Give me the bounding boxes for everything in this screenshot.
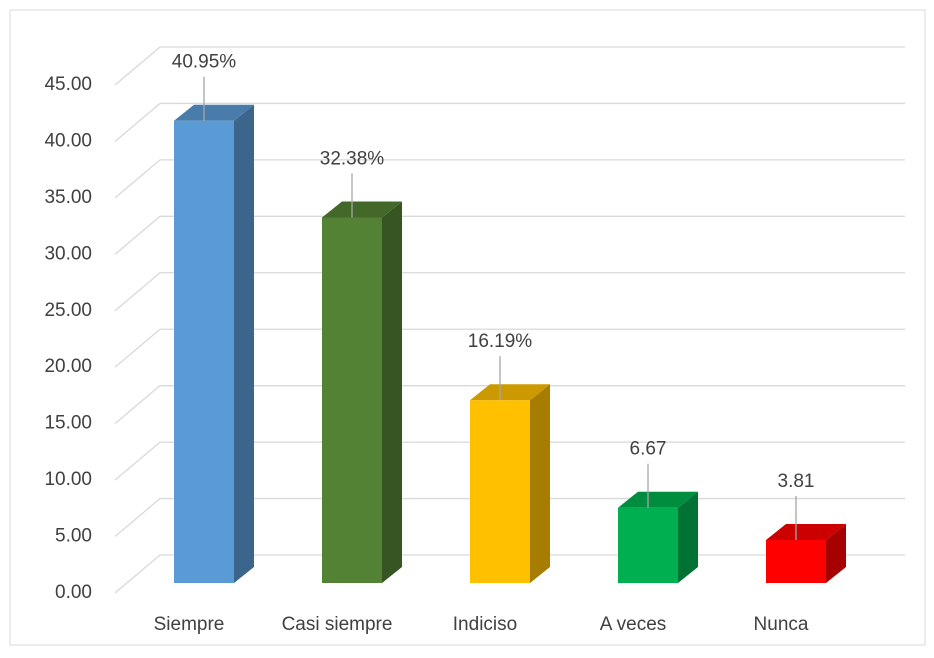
grid-line (114, 215, 905, 255)
y-tick-label: 10.00 (44, 469, 92, 490)
value-label: 16.19% (468, 331, 533, 352)
bar (174, 120, 234, 583)
y-tick-label: 20.00 (44, 356, 92, 377)
value-label: 32.38% (320, 148, 385, 169)
x-tick-label: Indiciso (453, 614, 517, 635)
bar-top (322, 201, 402, 218)
grid-line (114, 46, 905, 86)
y-tick-label: 5.00 (55, 526, 92, 547)
y-tick-label: 25.00 (44, 300, 92, 321)
grid-line (114, 328, 905, 368)
grid-line (114, 159, 905, 199)
bar (470, 400, 530, 583)
value-label: 40.95% (172, 52, 237, 73)
grid-line (114, 272, 905, 312)
bar (322, 217, 382, 584)
bar (618, 507, 678, 583)
bar-top (470, 384, 550, 401)
bar-side (530, 384, 550, 583)
y-tick-label: 35.00 (44, 187, 92, 208)
grid-line (114, 102, 905, 142)
y-tick-label: 15.00 (44, 413, 92, 434)
bar (766, 539, 826, 583)
value-label: 3.81 (778, 471, 815, 492)
x-tick-label: Siempre (154, 614, 225, 635)
bar-top (618, 491, 698, 508)
x-tick-label: Casi siempre (282, 614, 393, 635)
bar-top (766, 523, 846, 540)
value-label: 6.67 (630, 439, 667, 460)
grid-line (114, 385, 905, 425)
y-tick-label: 45.00 (44, 74, 92, 95)
bar-top (174, 104, 254, 121)
bar-side (382, 201, 402, 584)
bar-side (234, 104, 254, 583)
bar-side (678, 491, 698, 583)
grid-line (114, 441, 905, 481)
y-tick-label: 0.00 (55, 582, 92, 603)
bar-side (826, 523, 846, 583)
y-tick-label: 40.00 (44, 130, 92, 151)
x-tick-label: A veces (600, 614, 667, 635)
x-tick-label: Nunca (754, 614, 809, 635)
y-tick-label: 30.00 (44, 243, 92, 264)
